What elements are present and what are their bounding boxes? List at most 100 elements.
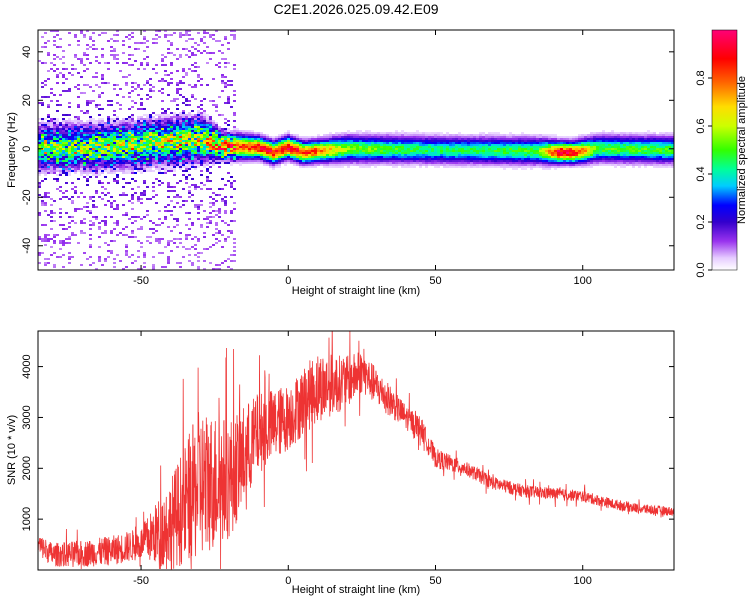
heatmap-cell xyxy=(47,152,50,154)
heatmap-cell xyxy=(248,140,251,142)
heatmap-cell xyxy=(434,160,437,162)
heatmap-cell xyxy=(260,144,263,146)
heatmap-cell xyxy=(458,156,461,158)
heatmap-cell xyxy=(185,182,188,184)
heatmap-cell xyxy=(122,146,125,148)
heatmap-cell xyxy=(284,146,287,148)
heatmap-cell xyxy=(509,142,512,144)
heatmap-cell xyxy=(74,142,77,144)
heatmap-cell xyxy=(164,122,167,124)
heatmap-cell xyxy=(92,262,95,264)
heatmap-cell xyxy=(116,166,119,168)
heatmap-cell xyxy=(266,134,269,136)
heatmap-cell xyxy=(89,136,92,138)
heatmap-cell xyxy=(272,142,275,144)
heatmap-cell xyxy=(494,150,497,152)
heatmap-cell xyxy=(59,256,62,258)
heatmap-cell xyxy=(176,246,179,248)
heatmap-cell xyxy=(131,140,134,142)
heatmap-cell xyxy=(401,134,404,136)
heatmap-cell xyxy=(458,138,461,140)
heatmap-cell xyxy=(572,148,575,150)
heatmap-cell xyxy=(302,148,305,150)
heatmap-cell xyxy=(59,168,62,170)
heatmap-cell xyxy=(71,146,74,148)
heatmap-cell xyxy=(140,98,143,100)
heatmap-cell xyxy=(539,146,542,148)
heatmap-cell xyxy=(191,200,194,202)
heatmap-cell xyxy=(224,138,227,140)
heatmap-cell xyxy=(74,168,77,170)
heatmap-cell xyxy=(125,160,128,162)
heatmap-cell xyxy=(188,68,191,70)
heatmap-cell xyxy=(200,40,203,42)
heatmap-cell xyxy=(428,136,431,138)
heatmap-cell xyxy=(200,38,203,40)
heatmap-cell xyxy=(158,210,161,212)
heatmap-cell xyxy=(482,138,485,140)
heatmap-cell xyxy=(53,242,56,244)
heatmap-cell xyxy=(80,220,83,222)
heatmap-cell xyxy=(83,166,86,168)
heatmap-cell xyxy=(176,70,179,72)
heatmap-cell xyxy=(155,126,158,128)
heatmap-cell xyxy=(242,156,245,158)
heatmap-cell xyxy=(542,148,545,150)
heatmap-cell xyxy=(77,132,80,134)
heatmap-cell xyxy=(155,132,158,134)
heatmap-cell xyxy=(206,150,209,152)
heatmap-cell xyxy=(359,138,362,140)
heatmap-cell xyxy=(131,86,134,88)
heatmap-cell xyxy=(464,162,467,164)
heatmap-cell xyxy=(53,148,56,150)
heatmap-cell xyxy=(182,82,185,84)
heatmap-cell xyxy=(281,150,284,152)
heatmap-cell xyxy=(395,132,398,134)
heatmap-cell xyxy=(563,150,566,152)
heatmap-cell xyxy=(104,130,107,132)
heatmap-cell xyxy=(332,158,335,160)
heatmap-cell xyxy=(194,136,197,138)
heatmap-cell xyxy=(86,148,89,150)
heatmap-cell xyxy=(44,118,47,120)
heatmap-cell xyxy=(419,152,422,154)
heatmap-cell xyxy=(92,148,95,150)
heatmap-cell xyxy=(404,160,407,162)
heatmap-cell xyxy=(413,160,416,162)
heatmap-cell xyxy=(134,128,137,130)
heatmap-cell xyxy=(74,122,77,124)
heatmap-cell xyxy=(149,142,152,144)
heatmap-cell xyxy=(77,122,80,124)
heatmap-cell xyxy=(341,152,344,154)
heatmap-cell xyxy=(173,168,176,170)
heatmap-cell xyxy=(149,242,152,244)
heatmap-cell xyxy=(386,140,389,142)
heatmap-cell xyxy=(92,144,95,146)
heatmap-cell xyxy=(86,164,89,166)
heatmap-cell xyxy=(71,140,74,142)
heatmap-cell xyxy=(38,124,41,126)
heatmap-cell xyxy=(221,136,224,138)
heatmap-cell xyxy=(512,164,515,166)
heatmap-cell xyxy=(221,146,224,148)
heatmap-cell xyxy=(86,30,89,32)
heatmap-cell xyxy=(104,170,107,172)
heatmap-cell xyxy=(80,110,83,112)
heatmap-cell xyxy=(98,182,101,184)
heatmap-cell xyxy=(65,138,68,140)
heatmap-cell xyxy=(548,140,551,142)
heatmap-cell xyxy=(188,212,191,214)
heatmap-cell xyxy=(200,130,203,132)
heatmap-cell xyxy=(167,204,170,206)
heatmap-cell xyxy=(350,160,353,162)
heatmap-cell xyxy=(413,164,416,166)
heatmap-cell xyxy=(227,138,230,140)
heatmap-cell xyxy=(545,142,548,144)
heatmap-cell xyxy=(83,142,86,144)
heatmap-cell xyxy=(422,156,425,158)
heatmap-cell xyxy=(209,162,212,164)
heatmap-cell xyxy=(179,242,182,244)
heatmap-cell xyxy=(185,30,188,32)
heatmap-cell xyxy=(86,124,89,126)
heatmap-cell xyxy=(272,164,275,166)
